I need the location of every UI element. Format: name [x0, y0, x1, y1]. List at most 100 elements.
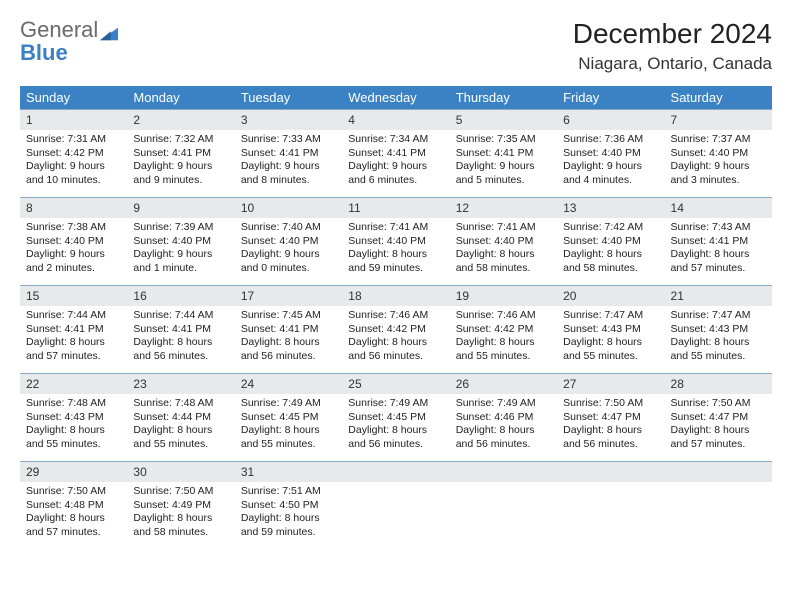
day-number: 23: [127, 373, 234, 394]
calendar-cell: 19Sunrise: 7:46 AMSunset: 4:42 PMDayligh…: [450, 285, 557, 373]
calendar-cell: 26Sunrise: 7:49 AMSunset: 4:46 PMDayligh…: [450, 373, 557, 461]
day-details: Sunrise: 7:49 AMSunset: 4:46 PMDaylight:…: [450, 394, 557, 458]
calendar-cell: 27Sunrise: 7:50 AMSunset: 4:47 PMDayligh…: [557, 373, 664, 461]
calendar-cell: 13Sunrise: 7:42 AMSunset: 4:40 PMDayligh…: [557, 197, 664, 285]
day-details: Sunrise: 7:42 AMSunset: 4:40 PMDaylight:…: [557, 218, 664, 282]
calendar-cell: 30Sunrise: 7:50 AMSunset: 4:49 PMDayligh…: [127, 461, 234, 549]
day-details: Sunrise: 7:32 AMSunset: 4:41 PMDaylight:…: [127, 130, 234, 194]
calendar-cell: 8Sunrise: 7:38 AMSunset: 4:40 PMDaylight…: [20, 197, 127, 285]
day-details: Sunrise: 7:34 AMSunset: 4:41 PMDaylight:…: [342, 130, 449, 194]
day-details: Sunrise: 7:45 AMSunset: 4:41 PMDaylight:…: [235, 306, 342, 370]
calendar-cell: 15Sunrise: 7:44 AMSunset: 4:41 PMDayligh…: [20, 285, 127, 373]
day-number: 16: [127, 285, 234, 306]
logo-text-blue: Blue: [20, 41, 118, 64]
day-details: Sunrise: 7:46 AMSunset: 4:42 PMDaylight:…: [450, 306, 557, 370]
day-details: Sunrise: 7:50 AMSunset: 4:49 PMDaylight:…: [127, 482, 234, 546]
calendar-cell: 4Sunrise: 7:34 AMSunset: 4:41 PMDaylight…: [342, 109, 449, 197]
day-number: 27: [557, 373, 664, 394]
calendar-cell: 12Sunrise: 7:41 AMSunset: 4:40 PMDayligh…: [450, 197, 557, 285]
day-number: 5: [450, 109, 557, 130]
calendar-cell: 29Sunrise: 7:50 AMSunset: 4:48 PMDayligh…: [20, 461, 127, 549]
day-details: Sunrise: 7:41 AMSunset: 4:40 PMDaylight:…: [342, 218, 449, 282]
calendar-cell: 6Sunrise: 7:36 AMSunset: 4:40 PMDaylight…: [557, 109, 664, 197]
title-block: December 2024 Niagara, Ontario, Canada: [573, 18, 772, 74]
day-number: 11: [342, 197, 449, 218]
day-number: 22: [20, 373, 127, 394]
calendar-cell: 16Sunrise: 7:44 AMSunset: 4:41 PMDayligh…: [127, 285, 234, 373]
calendar-table: SundayMondayTuesdayWednesdayThursdayFrid…: [20, 86, 772, 549]
day-details: Sunrise: 7:50 AMSunset: 4:48 PMDaylight:…: [20, 482, 127, 546]
day-details: Sunrise: 7:37 AMSunset: 4:40 PMDaylight:…: [665, 130, 772, 194]
day-number: 8: [20, 197, 127, 218]
weekday-header: Friday: [557, 86, 664, 109]
day-details: Sunrise: 7:49 AMSunset: 4:45 PMDaylight:…: [235, 394, 342, 458]
empty-day: [557, 461, 664, 482]
calendar-cell: 9Sunrise: 7:39 AMSunset: 4:40 PMDaylight…: [127, 197, 234, 285]
day-details: Sunrise: 7:49 AMSunset: 4:45 PMDaylight:…: [342, 394, 449, 458]
day-number: 15: [20, 285, 127, 306]
empty-day: [665, 461, 772, 482]
day-number: 17: [235, 285, 342, 306]
day-details: Sunrise: 7:46 AMSunset: 4:42 PMDaylight:…: [342, 306, 449, 370]
calendar-cell: 22Sunrise: 7:48 AMSunset: 4:43 PMDayligh…: [20, 373, 127, 461]
calendar-cell: 10Sunrise: 7:40 AMSunset: 4:40 PMDayligh…: [235, 197, 342, 285]
calendar-cell: 24Sunrise: 7:49 AMSunset: 4:45 PMDayligh…: [235, 373, 342, 461]
day-details: Sunrise: 7:35 AMSunset: 4:41 PMDaylight:…: [450, 130, 557, 194]
calendar-cell: 20Sunrise: 7:47 AMSunset: 4:43 PMDayligh…: [557, 285, 664, 373]
day-number: 24: [235, 373, 342, 394]
day-details: Sunrise: 7:39 AMSunset: 4:40 PMDaylight:…: [127, 218, 234, 282]
day-number: 1: [20, 109, 127, 130]
calendar-head: SundayMondayTuesdayWednesdayThursdayFrid…: [20, 86, 772, 109]
calendar-cell: 5Sunrise: 7:35 AMSunset: 4:41 PMDaylight…: [450, 109, 557, 197]
calendar-cell: 1Sunrise: 7:31 AMSunset: 4:42 PMDaylight…: [20, 109, 127, 197]
day-details: Sunrise: 7:47 AMSunset: 4:43 PMDaylight:…: [665, 306, 772, 370]
day-details: Sunrise: 7:44 AMSunset: 4:41 PMDaylight:…: [20, 306, 127, 370]
day-number: 10: [235, 197, 342, 218]
day-details: Sunrise: 7:43 AMSunset: 4:41 PMDaylight:…: [665, 218, 772, 282]
day-number: 28: [665, 373, 772, 394]
day-details: Sunrise: 7:50 AMSunset: 4:47 PMDaylight:…: [665, 394, 772, 458]
day-details: Sunrise: 7:48 AMSunset: 4:43 PMDaylight:…: [20, 394, 127, 458]
day-details: Sunrise: 7:51 AMSunset: 4:50 PMDaylight:…: [235, 482, 342, 546]
location: Niagara, Ontario, Canada: [573, 54, 772, 74]
calendar-cell: 2Sunrise: 7:32 AMSunset: 4:41 PMDaylight…: [127, 109, 234, 197]
weekday-header: Monday: [127, 86, 234, 109]
day-number: 2: [127, 109, 234, 130]
day-details: Sunrise: 7:40 AMSunset: 4:40 PMDaylight:…: [235, 218, 342, 282]
logo: GeneralBlue: [20, 18, 118, 64]
month-title: December 2024: [573, 18, 772, 50]
logo-text-general: General: [20, 18, 98, 41]
calendar-cell: 14Sunrise: 7:43 AMSunset: 4:41 PMDayligh…: [665, 197, 772, 285]
day-number: 29: [20, 461, 127, 482]
logo-triangle-icon: [100, 27, 118, 41]
calendar-cell: 28Sunrise: 7:50 AMSunset: 4:47 PMDayligh…: [665, 373, 772, 461]
day-number: 3: [235, 109, 342, 130]
day-number: 25: [342, 373, 449, 394]
header: GeneralBlue December 2024 Niagara, Ontar…: [20, 18, 772, 74]
day-details: Sunrise: 7:31 AMSunset: 4:42 PMDaylight:…: [20, 130, 127, 194]
calendar-cell: 3Sunrise: 7:33 AMSunset: 4:41 PMDaylight…: [235, 109, 342, 197]
day-details: Sunrise: 7:41 AMSunset: 4:40 PMDaylight:…: [450, 218, 557, 282]
calendar-cell: [557, 461, 664, 549]
weekday-header: Saturday: [665, 86, 772, 109]
calendar-cell: [665, 461, 772, 549]
calendar-cell: 7Sunrise: 7:37 AMSunset: 4:40 PMDaylight…: [665, 109, 772, 197]
day-number: 31: [235, 461, 342, 482]
calendar-cell: 23Sunrise: 7:48 AMSunset: 4:44 PMDayligh…: [127, 373, 234, 461]
day-number: 13: [557, 197, 664, 218]
day-details: Sunrise: 7:38 AMSunset: 4:40 PMDaylight:…: [20, 218, 127, 282]
day-details: Sunrise: 7:33 AMSunset: 4:41 PMDaylight:…: [235, 130, 342, 194]
day-number: 21: [665, 285, 772, 306]
day-details: Sunrise: 7:36 AMSunset: 4:40 PMDaylight:…: [557, 130, 664, 194]
day-number: 6: [557, 109, 664, 130]
day-details: Sunrise: 7:47 AMSunset: 4:43 PMDaylight:…: [557, 306, 664, 370]
day-number: 9: [127, 197, 234, 218]
calendar-cell: [342, 461, 449, 549]
day-number: 26: [450, 373, 557, 394]
calendar-cell: 21Sunrise: 7:47 AMSunset: 4:43 PMDayligh…: [665, 285, 772, 373]
empty-day: [450, 461, 557, 482]
calendar-body: 1Sunrise: 7:31 AMSunset: 4:42 PMDaylight…: [20, 109, 772, 549]
day-details: Sunrise: 7:50 AMSunset: 4:47 PMDaylight:…: [557, 394, 664, 458]
empty-day: [342, 461, 449, 482]
calendar-cell: 25Sunrise: 7:49 AMSunset: 4:45 PMDayligh…: [342, 373, 449, 461]
